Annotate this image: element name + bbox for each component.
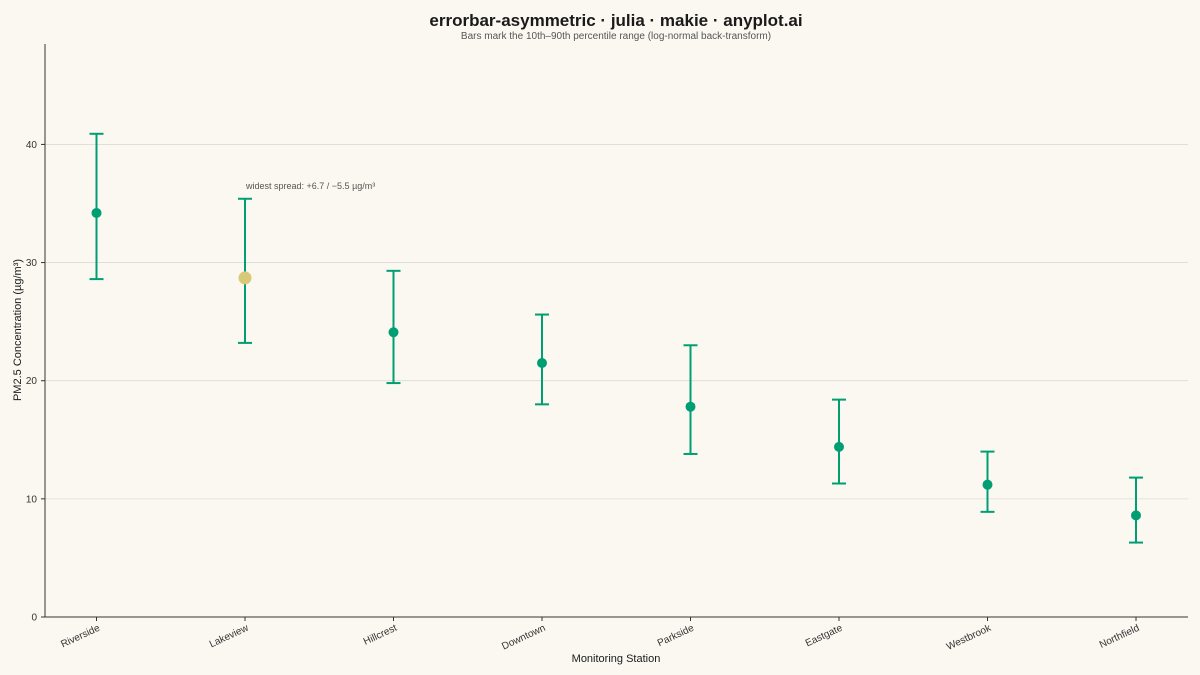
x-tick-label: Hillcrest <box>362 623 399 648</box>
chart-subtitle: Bars mark the 10th–90th percentile range… <box>461 31 771 42</box>
x-tick-label: Northfield <box>1098 623 1141 651</box>
x-tick-label: Eastgate <box>804 623 845 650</box>
x-tick-label: Parkside <box>656 623 696 650</box>
y-tick-label: 30 <box>26 258 38 269</box>
data-point <box>1131 510 1141 521</box>
data-point <box>685 401 696 412</box>
y-tick-label: 0 <box>31 613 37 624</box>
grid-lines <box>45 144 1188 500</box>
data-point <box>388 327 399 338</box>
x-tick-label: Lakeview <box>208 622 251 650</box>
error-bars <box>89 132 1143 544</box>
y-axis-title: PM2.5 Concentration (µg/m³) <box>12 259 24 401</box>
x-tick-label: Westbrook <box>945 622 994 653</box>
chart-title: errorbar-asymmetric · julia · makie · an… <box>429 11 802 30</box>
y-tick-label: 40 <box>26 140 38 151</box>
x-tick-label: Riverside <box>59 623 102 651</box>
data-point <box>537 357 547 368</box>
y-tick-label: 10 <box>26 494 38 505</box>
x-tick-label: Downtown <box>500 623 547 653</box>
x-tick-labels: Riverside Lakeview Hillcrest Downtown Parksi… <box>59 617 1141 653</box>
data-point-highlight <box>238 271 252 285</box>
y-tick-label: 20 <box>26 376 38 387</box>
spread-annotation: widest spread: +6.7 / −5.5 µg/m³ <box>245 181 375 191</box>
data-points <box>91 207 1141 521</box>
axes <box>44 44 1188 618</box>
x-axis-title: Monitoring Station <box>572 653 661 665</box>
data-point <box>834 441 844 452</box>
data-point <box>982 479 993 490</box>
y-tick-labels: 0 10 20 30 40 <box>26 140 45 624</box>
data-point <box>91 207 102 218</box>
